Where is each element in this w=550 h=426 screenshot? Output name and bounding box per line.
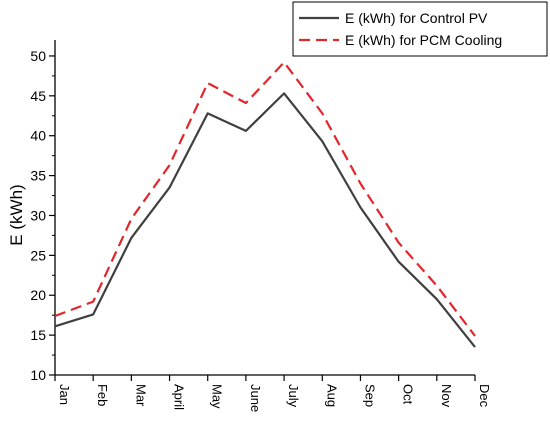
y-axis-title: E (kWh) bbox=[7, 184, 26, 245]
y-tick-label: 35 bbox=[30, 168, 46, 184]
x-tick-label: Oct bbox=[401, 384, 416, 405]
y-tick-label: 40 bbox=[30, 128, 46, 144]
x-tick-label: May bbox=[210, 384, 225, 409]
legend-box bbox=[292, 1, 548, 57]
x-tick-label: Mar bbox=[133, 384, 148, 407]
chart-series bbox=[54, 61, 476, 348]
x-tick-label: June bbox=[248, 384, 263, 412]
x-tick-label: Sep bbox=[362, 384, 377, 407]
x-tick-label: Feb bbox=[95, 384, 110, 406]
x-tick-label: Aug bbox=[324, 384, 339, 407]
series-line-control-pv bbox=[54, 92, 476, 348]
y-tick-label: 45 bbox=[30, 88, 46, 104]
chart-axes bbox=[54, 40, 475, 376]
x-tick-label: April bbox=[172, 384, 187, 410]
chart-ticks: 10 15 20 25 30 35 40 45 50 Jan Feb Mar April May June J… bbox=[30, 48, 492, 412]
x-tick-label: July bbox=[286, 384, 301, 408]
chart-legend: E (kWh) for Control PV E (kWh) for PCM C… bbox=[292, 1, 548, 57]
y-tick-label: 20 bbox=[30, 287, 46, 303]
y-tick-label: 25 bbox=[30, 247, 46, 263]
y-tick-label: 15 bbox=[30, 327, 46, 343]
x-tick-label: Dec bbox=[477, 384, 492, 408]
series-line-pcm-cooling bbox=[54, 61, 476, 337]
legend-label-pcm-cooling: E (kWh) for PCM Cooling bbox=[345, 32, 502, 48]
y-tick-label: 10 bbox=[30, 367, 46, 383]
legend-label-control-pv: E (kWh) for Control PV bbox=[345, 10, 488, 26]
y-tick-label: 50 bbox=[30, 48, 46, 64]
x-tick-label: Jan bbox=[57, 384, 72, 405]
x-tick-label: Nov bbox=[439, 384, 454, 408]
y-tick-label: 30 bbox=[30, 207, 46, 223]
